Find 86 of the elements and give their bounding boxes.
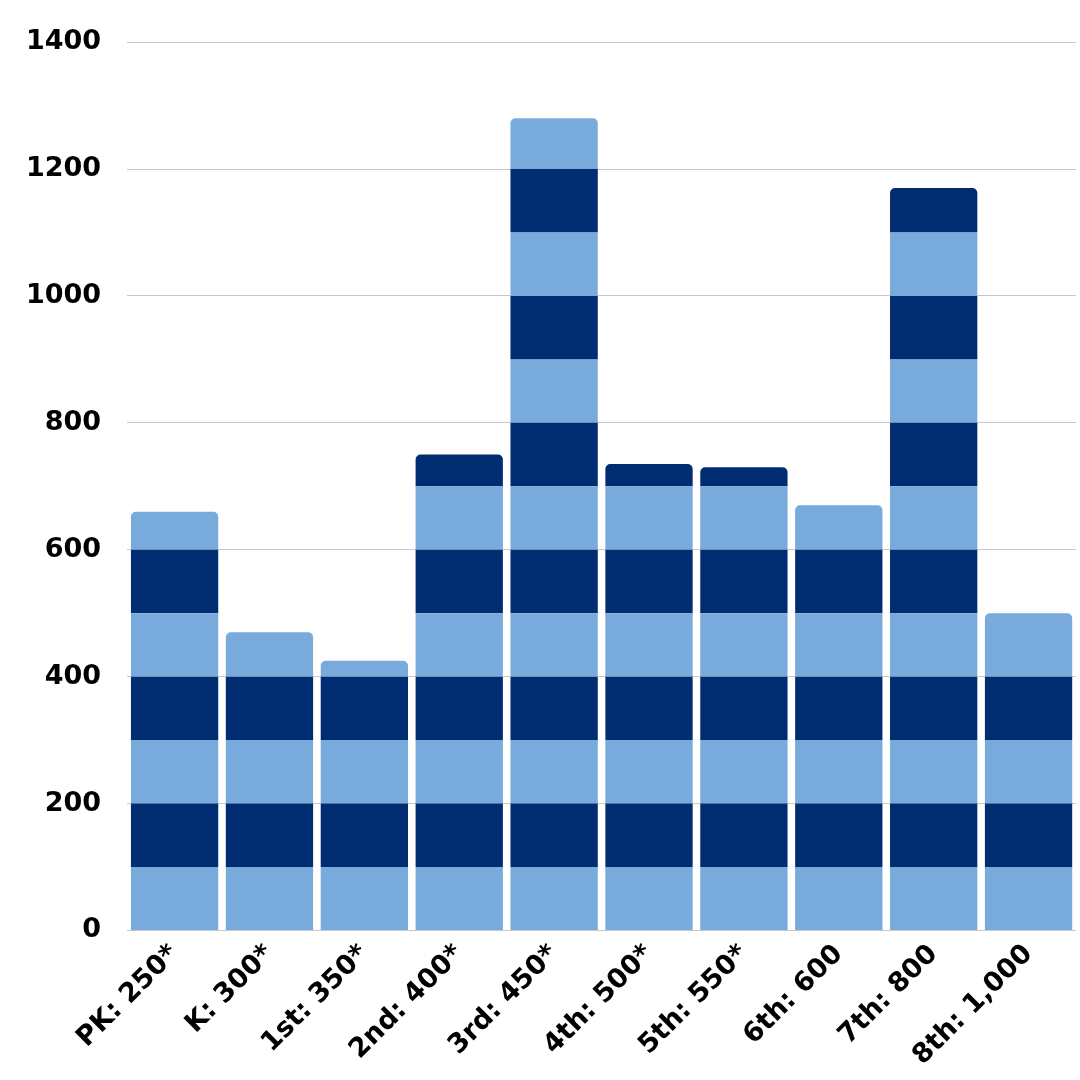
bar — [795, 740, 883, 804]
bar — [700, 676, 788, 741]
bar — [605, 676, 693, 741]
bar — [415, 549, 503, 614]
bar — [320, 803, 409, 867]
bar — [795, 866, 883, 930]
bar — [605, 740, 693, 804]
bar — [984, 803, 1073, 867]
bar — [890, 188, 978, 233]
y-tick-label: 1400 — [25, 24, 102, 56]
bar — [700, 740, 788, 804]
bar — [415, 676, 503, 741]
bar — [415, 803, 503, 867]
bar — [984, 866, 1073, 930]
bar — [605, 549, 693, 614]
bar — [225, 676, 314, 741]
bar — [795, 549, 883, 614]
bar — [795, 676, 883, 741]
bar — [510, 422, 598, 487]
bar — [510, 232, 598, 296]
bar — [605, 486, 693, 550]
bar — [225, 803, 314, 867]
bar — [130, 803, 219, 867]
bar — [984, 613, 1073, 677]
bar — [320, 660, 409, 677]
bar — [890, 295, 978, 360]
bar — [510, 740, 598, 804]
bar — [700, 613, 788, 677]
bar — [795, 505, 883, 550]
bar — [890, 740, 978, 804]
bar — [890, 613, 978, 677]
bar — [415, 486, 503, 550]
bar — [415, 740, 503, 804]
bar — [510, 486, 598, 550]
bar — [320, 866, 409, 930]
bar — [510, 613, 598, 677]
bar — [320, 740, 409, 804]
bar — [890, 803, 978, 867]
y-tick-label: 1000 — [25, 277, 102, 309]
bar — [890, 549, 978, 614]
bar — [510, 118, 598, 170]
bar — [605, 803, 693, 867]
bar — [415, 613, 503, 677]
bar — [510, 676, 598, 741]
bar — [984, 740, 1073, 804]
bar — [700, 486, 788, 550]
y-tick-label: 600 — [44, 531, 102, 563]
bar — [984, 676, 1073, 741]
bar — [605, 866, 693, 930]
bar — [795, 803, 883, 867]
bar — [130, 613, 219, 677]
bar — [510, 169, 598, 233]
bar — [415, 866, 503, 930]
y-tick-label: 200 — [44, 785, 102, 817]
y-tick-label: 0 — [82, 912, 102, 944]
y-tick-label: 800 — [44, 404, 102, 436]
bar — [890, 676, 978, 741]
bar — [225, 632, 314, 677]
bar — [130, 740, 219, 804]
bar — [700, 549, 788, 614]
bar — [890, 359, 978, 423]
bar — [700, 803, 788, 867]
bar — [510, 866, 598, 930]
bar — [700, 866, 788, 930]
bar — [225, 866, 314, 930]
bar — [510, 803, 598, 867]
bar — [510, 295, 598, 360]
bar — [890, 486, 978, 550]
bar — [225, 740, 314, 804]
bar — [510, 359, 598, 423]
bar — [890, 866, 978, 930]
bar — [605, 464, 693, 487]
y-tick-label: 1200 — [25, 151, 102, 183]
bar — [320, 676, 409, 741]
bar — [130, 676, 219, 741]
bar — [130, 549, 219, 614]
bar — [510, 549, 598, 614]
bar — [415, 454, 503, 487]
bar — [605, 613, 693, 677]
bar — [890, 422, 978, 487]
bar — [795, 613, 883, 677]
bar — [130, 511, 219, 550]
y-tick-label: 400 — [44, 658, 102, 690]
bar — [700, 467, 788, 487]
bar — [130, 866, 219, 930]
bar — [890, 232, 978, 296]
